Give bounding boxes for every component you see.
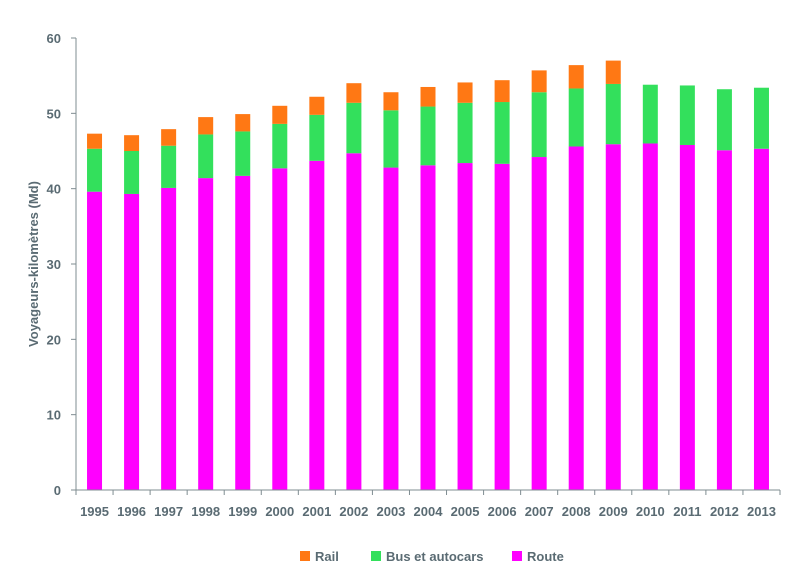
legend-swatch <box>512 551 522 561</box>
x-tick-label: 2000 <box>265 504 294 519</box>
bar-bus-et-autocars-1999 <box>235 131 251 176</box>
bar-bus-et-autocars-2006 <box>494 102 510 164</box>
y-tick-label: 0 <box>54 483 61 498</box>
bar-bus-et-autocars-2005 <box>457 102 473 164</box>
x-tick-label: 2010 <box>636 504 665 519</box>
bar-route-2008 <box>568 146 584 491</box>
legend-label: Bus et autocars <box>386 549 484 564</box>
bar-route-2002 <box>346 153 362 490</box>
y-tick-label: 20 <box>47 332 61 347</box>
x-tick-label: 2011 <box>673 504 701 519</box>
x-tick-label: 1997 <box>154 504 183 519</box>
legend-label: Rail <box>315 549 339 564</box>
bar-rail-1995 <box>87 133 103 149</box>
bar-rail-1997 <box>161 129 177 146</box>
bar-rail-2005 <box>457 82 473 103</box>
x-tick-label: 2008 <box>562 504 591 519</box>
bar-route-2009 <box>605 144 621 490</box>
x-tick-label: 2007 <box>525 504 554 519</box>
x-tick-label: 2013 <box>747 504 776 519</box>
y-tick-label: 10 <box>47 408 61 423</box>
bar-bus-et-autocars-2000 <box>272 123 288 169</box>
bar-rail-2006 <box>494 80 510 103</box>
bar-rail-2008 <box>568 65 584 89</box>
bar-bus-et-autocars-2001 <box>309 114 325 161</box>
legend-item-bus-et-autocars: Bus et autocars <box>371 549 484 564</box>
bar-bus-et-autocars-2002 <box>346 102 362 154</box>
legend-label: Route <box>527 549 564 564</box>
bar-route-1998 <box>198 178 214 490</box>
x-axis: 1995 1996 1997 1998 1999 2000 2001 2002 2003 2004… <box>75 489 781 519</box>
bar-bus-et-autocars-2009 <box>605 83 621 145</box>
bar-route-1996 <box>124 193 140 490</box>
bar-rail-2004 <box>420 86 436 107</box>
y-axis-title: Voyageurs-kilomètres (Md) <box>26 181 41 347</box>
bar-rail-2002 <box>346 83 362 103</box>
bar-route-2007 <box>531 157 547 490</box>
bar-route-2006 <box>494 163 510 490</box>
bar-bus-et-autocars-2013 <box>753 87 769 149</box>
x-tick-label: 2009 <box>599 504 628 519</box>
bar-route-1997 <box>161 187 177 490</box>
bar-route-2000 <box>272 168 288 490</box>
bar-route-1995 <box>87 191 103 490</box>
y-axis: 0 10 20 30 40 50 60 <box>47 31 77 498</box>
bar-rail-2009 <box>605 60 621 84</box>
bar-bus-et-autocars-2007 <box>531 92 547 158</box>
x-tick-label: 1999 <box>228 504 257 519</box>
y-tick-label: 30 <box>47 257 61 272</box>
bar-rail-1999 <box>235 114 251 132</box>
bar-bus-et-autocars-2011 <box>679 85 695 145</box>
y-tick-label: 60 <box>47 31 61 46</box>
bar-bus-et-autocars-2008 <box>568 88 584 147</box>
bar-route-2011 <box>679 144 695 490</box>
bar-bus-et-autocars-2012 <box>716 89 732 151</box>
y-tick-label: 50 <box>47 106 61 121</box>
x-tick-label: 2001 <box>302 504 331 519</box>
y-tick-label: 40 <box>47 182 61 197</box>
x-tick-label: 2012 <box>710 504 739 519</box>
bar-bus-et-autocars-2003 <box>383 110 399 168</box>
legend: Rail Bus et autocars Route <box>300 549 564 564</box>
bar-route-2012 <box>716 150 732 490</box>
legend-item-route: Route <box>512 549 564 564</box>
bar-bus-et-autocars-2010 <box>642 84 658 144</box>
legend-swatch <box>300 551 310 561</box>
x-tick-label: 1996 <box>117 504 146 519</box>
plot-area <box>87 60 769 491</box>
bar-rail-1998 <box>198 117 214 135</box>
x-tick-label: 2006 <box>488 504 517 519</box>
legend-item-rail: Rail <box>300 549 339 564</box>
bar-bus-et-autocars-2004 <box>420 106 436 166</box>
legend-swatch <box>371 551 381 561</box>
bar-bus-et-autocars-1997 <box>161 145 177 188</box>
bar-bus-et-autocars-1996 <box>124 151 140 194</box>
bar-bus-et-autocars-1998 <box>198 134 214 179</box>
bar-route-2013 <box>753 148 769 491</box>
bar-route-1999 <box>235 175 251 491</box>
bar-rail-1996 <box>124 135 140 151</box>
x-tick-label: 1995 <box>80 504 109 519</box>
bar-bus-et-autocars-1995 <box>87 148 103 192</box>
bar-rail-2001 <box>309 96 325 115</box>
bar-rail-2003 <box>383 92 399 111</box>
x-tick-label: 2004 <box>414 504 444 519</box>
x-tick-label: 2003 <box>376 504 405 519</box>
bar-route-2001 <box>309 160 325 491</box>
x-tick-label: 2005 <box>451 504 480 519</box>
bar-route-2005 <box>457 163 473 491</box>
x-tick-label: 1998 <box>191 504 220 519</box>
bar-rail-2007 <box>531 70 547 93</box>
bar-route-2004 <box>420 165 436 490</box>
x-tick-label: 2002 <box>339 504 368 519</box>
bar-route-2003 <box>383 167 399 490</box>
bar-route-2010 <box>642 143 658 490</box>
bar-rail-2000 <box>272 105 288 124</box>
